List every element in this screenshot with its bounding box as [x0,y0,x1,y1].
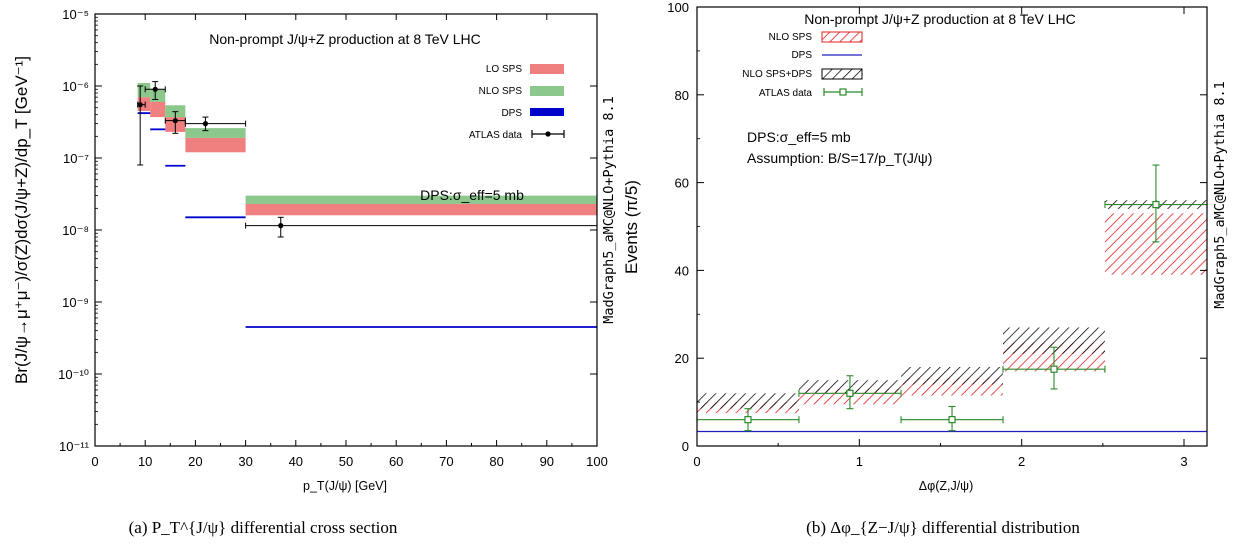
y-tick-label-b: 100 [667,0,689,15]
nlo-sps-band-1 [150,89,166,102]
panel-b-annotation: DPS:σ_eff=5 mb [747,129,851,145]
x-tick-label-b: 1 [856,454,863,469]
y-tick-label-b: 80 [675,88,689,103]
panel-b-atlas-points [696,164,1208,432]
panel-b-y-axis-label: Events (π/5) [622,180,641,274]
panel-b: 0 1 2 3 0 20 40 60 80 100 Non-prompt J/ψ+Z produc… [622,0,1228,537]
lo-sps-band-0 [137,97,151,111]
x-tick-label: 70 [439,454,453,469]
atlas-point-3 [184,116,247,132]
panel-a-y-axis-label: Br(J/ψ→μ⁺μ⁻)/σ(Z)dσ(J/ψ+Z)/dp_T [GeV⁻¹] [12,56,31,384]
y-tick-label-b: 20 [675,351,689,366]
atlas-point-b-2 [900,405,1004,432]
y-tick-label-b: 60 [675,176,689,191]
x-tick-label: 50 [339,454,353,469]
x-tick-label: 30 [238,454,252,469]
panel-a-annotation: DPS:σ_eff=5 mb [420,187,524,203]
legend-label-dps-b: DPS [791,50,812,61]
legend-label-nlo-sps-dps: NLO SPS+DPS [742,69,812,80]
panel-b-caption: (b) Δφ_{Z−J/ψ} differential distribution [806,518,1080,537]
legend-label-atlas-data-b: ATLAS data [759,88,813,99]
y-tick-label: 10⁻⁹ [62,295,89,310]
x-tick-label: 80 [489,454,503,469]
panel-a-plot-frame [94,13,598,447]
legend-swatch-atlas-data-b [823,88,863,96]
panel-a-dps-lines [137,112,597,328]
panel-a-legend: LO SPS NLO SPS DPS ATLAS data [469,64,565,141]
panel-b-legend: NLO SPS DPS NLO SPS+DPS ATLAS data [742,31,863,99]
legend-label-nlo-sps-b: NLO SPS [769,32,813,43]
atlas-point-b-4 [1104,164,1208,243]
y-tick-label: 10⁻⁷ [63,151,89,166]
legend-swatch-nlo-sps-b [821,31,863,43]
panel-a-ticks: 0 10 20 30 40 50 60 70 80 90 100 10⁻¹¹ 10⁻¹⁰ 10⁻⁹ 10⁻⁸… [58,7,608,469]
legend-swatch-lo-sps [530,64,564,74]
x-tick-label-b: 2 [1018,454,1025,469]
panel-a-side-label: MadGraph5_aMC@NLO+Pythia 8.1 [601,96,617,324]
panel-a-title: Non-prompt J/ψ+Z production at 8 TeV LHC [209,31,481,47]
panel-a-bands [137,83,597,216]
panel-b-ticks: 0 1 2 3 0 20 40 60 80 100 [667,0,1207,469]
lo-sps-band-4 [245,203,597,216]
legend-label-lo-sps: LO SPS [486,64,522,75]
legend-swatch-dps [530,108,564,116]
legend-swatch-atlas-data [531,130,565,138]
x-tick-label: 10 [138,454,152,469]
y-tick-label-b: 40 [675,263,689,278]
panel-a: 0 10 20 30 40 50 60 70 80 90 100 10⁻¹¹ 10⁻¹⁰ 10⁻⁹ 10⁻⁸… [12,7,617,537]
panel-a-x-axis-label: p_T(J/ψ) [GeV] [303,479,387,493]
nlo-sps-dps-hatch-band-2 [901,366,1004,385]
x-tick-label: 100 [586,454,608,469]
legend-label-dps: DPS [501,108,522,119]
lo-sps-band-1 [150,101,166,118]
nlo-sps-dps-hatch-band-0 [697,393,799,409]
nlo-sps-band-0 [137,83,151,98]
atlas-point-2 [164,111,186,134]
x-tick-label: 40 [289,454,303,469]
y-tick-label: 10⁻¹¹ [59,439,90,454]
panel-b-x-axis-label: Δφ(Z,J/ψ) [919,479,974,493]
atlas-point-1 [144,81,166,100]
legend-label-atlas-data: ATLAS data [469,130,523,141]
atlas-point-b-1 [798,375,902,410]
y-tick-label-b: 0 [682,439,689,454]
legend-swatch-nlo-sps [530,86,564,96]
nlo-sps-band-4 [245,195,597,204]
x-tick-label: 90 [540,454,554,469]
panel-a-atlas-points [137,81,598,238]
panel-b-side-label: MadGraph5_aMC@NLO+Pythia 8.1 [1212,81,1228,309]
x-tick-label-b: 3 [1180,454,1187,469]
x-tick-label: 20 [188,454,202,469]
nlo-sps-band-3 [185,128,246,138]
atlas-point-b-3 [1002,346,1106,390]
panel-a-caption: (a) P_T^{J/ψ} differential cross section [129,518,398,537]
y-tick-label: 10⁻⁵ [62,7,89,22]
x-tick-label: 0 [91,454,98,469]
legend-swatch-nlo-sps-dps [821,68,863,80]
atlas-point-4 [245,216,598,238]
y-tick-label: 10⁻⁶ [62,79,89,94]
legend-label-nlo-sps: NLO SPS [479,86,523,97]
panel-b-title: Non-prompt J/ψ+Z production at 8 TeV LHC [804,11,1076,27]
x-tick-label: 60 [389,454,403,469]
panel-b-annotation-2: Assumption: B/S=17/p_T(J/ψ) [747,150,932,166]
y-tick-label: 10⁻¹⁰ [58,367,89,382]
x-tick-label-b: 0 [693,454,700,469]
atlas-point-0 [137,85,146,166]
y-tick-label: 10⁻⁸ [62,223,89,238]
lo-sps-band-3 [185,137,246,153]
panel-b-bands [697,200,1207,414]
